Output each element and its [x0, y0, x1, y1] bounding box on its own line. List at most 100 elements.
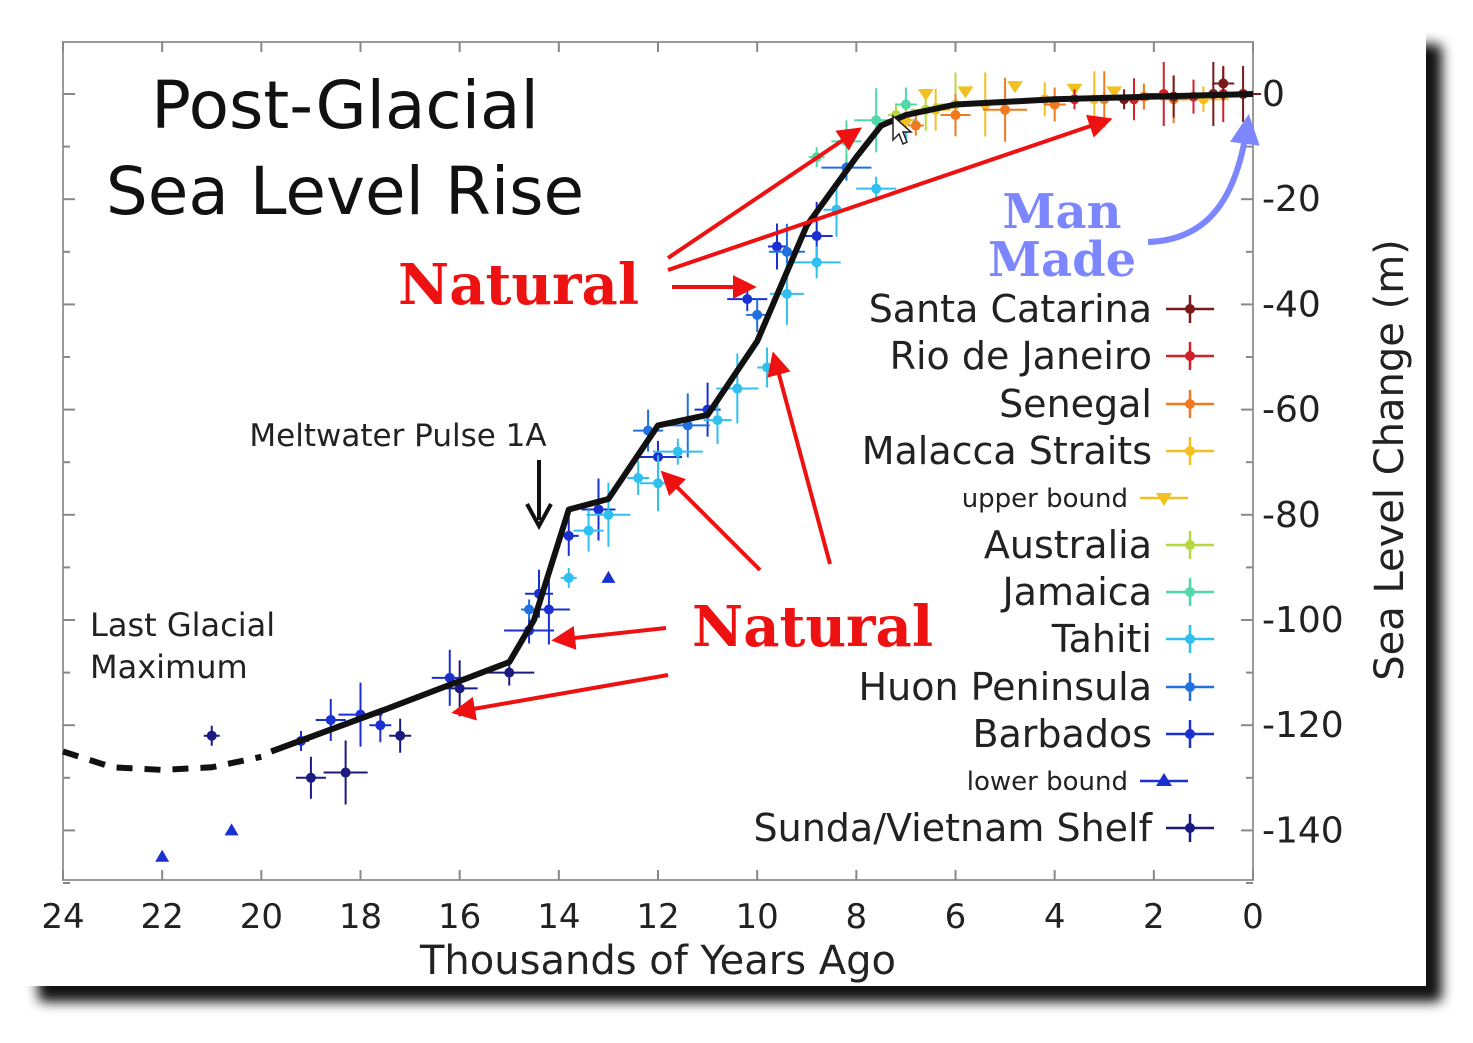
legend-label: upper bound	[962, 484, 1128, 514]
natural-arrows	[451, 114, 1113, 721]
data-point	[224, 823, 239, 836]
meltwater-arrow-head	[525, 503, 553, 531]
legend-item: Rio de Janeiro	[890, 334, 1214, 378]
red-arrow-1	[666, 127, 862, 260]
legend-swatch-marker	[1185, 729, 1195, 739]
x-tick-label: 22	[141, 897, 184, 937]
y-tick-label: 0	[1262, 74, 1285, 115]
x-tick-label: 18	[339, 897, 382, 937]
mouse-cursor-icon	[892, 114, 913, 146]
legend-item: lower bound	[967, 767, 1188, 797]
data-point	[983, 77, 1028, 142]
man-made-label-line1: Man	[1002, 184, 1121, 240]
x-tick-label: 12	[636, 897, 679, 937]
y-tick-label: -140	[1262, 810, 1344, 851]
legend-swatch-marker	[1185, 682, 1195, 692]
legend-item: Australia	[984, 523, 1214, 567]
x-tick-label: 14	[537, 897, 580, 937]
fit-lines	[62, 91, 1254, 773]
data-point	[573, 509, 604, 552]
x-axis-label: Thousands of Years Ago	[419, 938, 896, 984]
data-point	[586, 482, 631, 547]
legend-label: Malacca Straits	[862, 429, 1152, 473]
data-point	[558, 515, 579, 556]
data-point	[856, 176, 897, 201]
chart-title-line2: Sea Level Rise	[106, 153, 584, 230]
data-point	[601, 570, 616, 583]
legend-item: Jamaica	[1000, 570, 1214, 614]
man-made-label-line2: Made	[988, 232, 1136, 288]
legend-swatch-marker	[1185, 351, 1195, 361]
meltwater-pulse-label: Meltwater Pulse 1A	[249, 418, 546, 454]
legend-label: Sunda/Vietnam Shelf	[754, 806, 1154, 850]
man-made-arrow	[1147, 114, 1260, 245]
x-tick-label: 2	[1143, 897, 1165, 937]
x-tick-label: 24	[41, 897, 84, 937]
data-point	[389, 718, 412, 753]
data-point	[315, 698, 346, 741]
fit-line	[270, 91, 1254, 755]
legend-swatch-marker	[1185, 540, 1195, 550]
data-point	[940, 94, 971, 137]
data-point	[560, 567, 577, 588]
data-point	[1106, 86, 1123, 99]
data-point	[484, 659, 535, 686]
legend-label: Barbados	[972, 712, 1152, 756]
y-tick-label: -20	[1262, 179, 1321, 220]
red-arrow-7	[451, 673, 669, 721]
data-point	[295, 756, 326, 799]
legend-swatch-marker	[1185, 634, 1195, 644]
legend-label: Rio de Janeiro	[890, 334, 1152, 378]
red-arrow-2	[667, 114, 1113, 272]
y-tick-label: -120	[1262, 705, 1344, 746]
legend-swatch-marker	[1156, 773, 1172, 786]
legend-swatch-marker	[1185, 446, 1195, 456]
red-arrow-5	[767, 351, 832, 565]
x-tick-label: 0	[1242, 897, 1264, 937]
x-tick-label: 6	[945, 897, 967, 937]
data-point	[652, 438, 703, 465]
data-point	[155, 849, 170, 862]
data-point	[203, 725, 220, 746]
legend-label: Huon Peninsula	[859, 665, 1152, 709]
legend-item: Sunda/Vietnam Shelf	[754, 806, 1214, 850]
y-tick-label: -80	[1262, 495, 1321, 536]
legend-label: Tahiti	[1051, 617, 1152, 661]
natural-label-bottom: Natural	[692, 594, 933, 660]
data-point	[665, 393, 710, 458]
red-arrow-6	[551, 625, 667, 650]
y-tick-label: -100	[1262, 600, 1344, 641]
legend-item: Malacca Straits	[862, 429, 1214, 473]
data-point	[792, 246, 841, 279]
y-axis-label: Sea Level Change (m)	[1367, 239, 1413, 681]
legend-item: Tahiti	[1051, 617, 1214, 661]
data-point	[746, 297, 769, 332]
data-point	[907, 115, 924, 136]
y-tick-label: -60	[1262, 390, 1321, 431]
lgm-label-line2: Maximum	[90, 648, 248, 686]
axis-ticks: 24 22 20 18 16 14 12 10 8 6 4 2 00-20-40-60-80-100-1…	[41, 42, 1344, 937]
data-point	[627, 460, 650, 495]
legend-item: upper bound	[962, 484, 1188, 514]
x-tick-label: 8	[846, 897, 868, 937]
data-point	[323, 740, 368, 805]
legend-swatch-marker	[1185, 304, 1195, 314]
x-tick-label: 10	[736, 897, 779, 937]
legend-swatch-marker	[1156, 493, 1172, 506]
data-point	[957, 86, 974, 99]
legend-item: Senegal	[999, 382, 1214, 426]
lgm-dashed-line	[62, 748, 262, 773]
legend-swatch-marker	[1185, 587, 1195, 597]
legend-swatch-marker	[1185, 823, 1195, 833]
legend-item: Huon Peninsula	[859, 665, 1214, 709]
red-arrow-4	[660, 470, 762, 572]
chart-title-line1: Post-Glacial	[151, 67, 539, 144]
legend-item: Barbados	[972, 712, 1214, 756]
legend-label: lower bound	[967, 767, 1128, 797]
data-point	[521, 599, 538, 620]
x-tick-label: 16	[438, 897, 481, 937]
natural-label-top: Natural	[398, 252, 639, 318]
data-point	[1007, 81, 1023, 94]
